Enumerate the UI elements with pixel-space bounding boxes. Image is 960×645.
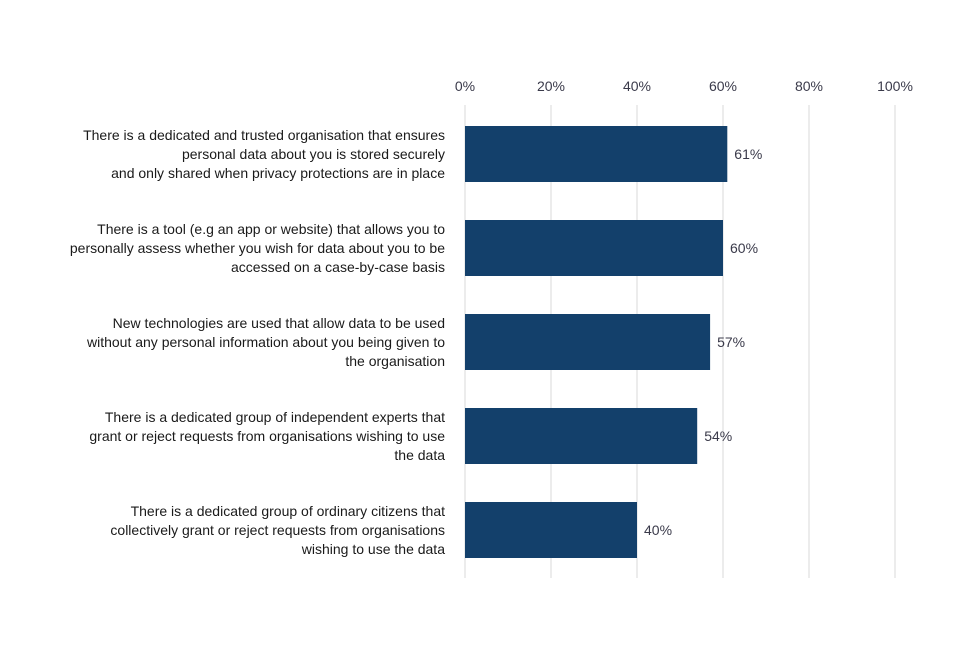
data-label: 60% bbox=[730, 240, 758, 256]
bar bbox=[465, 502, 637, 558]
x-tick-label: 60% bbox=[709, 78, 737, 94]
category-label-line: There is a dedicated group of ordinary c… bbox=[131, 503, 446, 519]
category-label-line: accessed on a case-by-case basis bbox=[231, 259, 445, 275]
category-label-line: wishing to use the data bbox=[301, 541, 445, 557]
data-labels: 61% 60% 57% 54% 40% bbox=[644, 146, 762, 538]
bar bbox=[465, 314, 711, 370]
category-label-line: There is a dedicated group of independen… bbox=[105, 409, 445, 425]
category-label-line: personal data about you is stored secure… bbox=[182, 146, 445, 162]
category-label-line: collectively grant or reject requests fr… bbox=[110, 522, 445, 538]
category-label-line: There is a tool (e.g an app or website) … bbox=[97, 221, 445, 237]
category-label-line: There is a dedicated and trusted organis… bbox=[83, 127, 445, 143]
category-label-line: New technologies are used that allow dat… bbox=[113, 315, 445, 331]
category-label: There is a dedicated group of independen… bbox=[89, 409, 445, 463]
category-label: New technologies are used that allow dat… bbox=[86, 315, 445, 369]
category-label-line: grant or reject requests from organisati… bbox=[89, 428, 445, 444]
category-labels: There is a dedicated and trusted organis… bbox=[70, 127, 445, 557]
x-tick-label: 40% bbox=[623, 78, 651, 94]
category-label-line: and only shared when privacy protections… bbox=[111, 165, 445, 181]
data-label: 61% bbox=[734, 146, 762, 162]
data-label: 57% bbox=[717, 334, 745, 350]
category-label-line: the organisation bbox=[345, 353, 445, 369]
category-label-line: personally assess whether you wish for d… bbox=[70, 240, 445, 256]
x-tick-label: 20% bbox=[537, 78, 565, 94]
category-label: There is a dedicated group of ordinary c… bbox=[110, 503, 445, 557]
x-axis-ticks: 0% 20% 40% 60% 80% 100% bbox=[455, 78, 913, 94]
data-label: 54% bbox=[704, 428, 732, 444]
category-label-line: without any personal information about y… bbox=[86, 334, 445, 350]
data-label: 40% bbox=[644, 522, 672, 538]
bar bbox=[465, 126, 728, 182]
x-tick-label: 0% bbox=[455, 78, 475, 94]
x-tick-label: 100% bbox=[877, 78, 913, 94]
bars bbox=[465, 126, 728, 558]
category-label: There is a dedicated and trusted organis… bbox=[83, 127, 445, 181]
bar bbox=[465, 408, 698, 464]
category-label: There is a tool (e.g an app or website) … bbox=[70, 221, 445, 275]
bar bbox=[465, 220, 723, 276]
x-tick-label: 80% bbox=[795, 78, 823, 94]
category-label-line: the data bbox=[394, 447, 445, 463]
